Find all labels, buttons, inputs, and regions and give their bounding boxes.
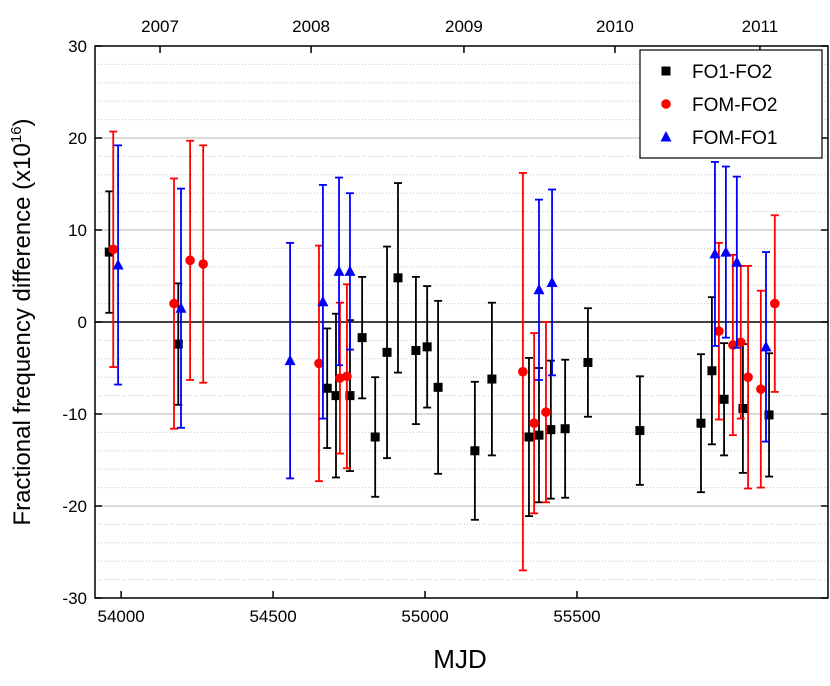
marker [393,273,403,283]
marker [333,265,345,276]
marker [169,298,179,309]
legend-marker [661,99,671,109]
marker [108,244,119,255]
marker [696,418,706,428]
marker [411,346,421,356]
y-axis-title-end: ) [9,118,36,126]
marker [470,446,480,456]
marker [175,302,187,313]
marker [707,366,717,376]
marker [560,424,570,434]
marker [546,425,556,435]
marker [370,432,380,442]
y-tick-label: 0 [78,313,87,332]
marker [342,371,352,382]
y-axis-title-sup: 16 [8,126,25,143]
marker [714,326,724,337]
marker [541,407,551,417]
marker [518,366,528,377]
legend-label: FOM-FO2 [692,95,778,116]
marker [720,246,732,257]
marker [104,247,114,257]
marker [735,337,746,348]
legend-marker [661,66,671,76]
marker [764,410,774,420]
marker [433,382,443,392]
marker [314,358,324,369]
y-tick-label: -20 [62,497,87,516]
marker [533,283,545,295]
marker [546,276,558,287]
y-tick-label: -30 [62,589,87,608]
marker [382,347,392,357]
marker [756,384,766,394]
marker [770,298,780,309]
marker [524,432,534,442]
y-tick-label: -10 [62,405,87,424]
marker [185,255,195,266]
x-tick-label: 54000 [97,607,144,626]
marker [331,391,341,401]
y-tick-label: 20 [68,129,87,148]
marker [357,333,367,343]
marker [709,247,721,259]
legend-marker [660,131,672,142]
marker [173,339,183,349]
marker [635,426,645,436]
marker [345,391,355,401]
x-axis-title: MJD [433,644,486,674]
x2-tick-label: 2009 [445,17,483,36]
marker [112,258,124,270]
marker [743,372,753,383]
marker [487,374,497,384]
x-tick-label: 55500 [553,607,600,626]
y-tick-label: 10 [68,221,87,240]
marker [731,256,743,267]
y-tick-label: 30 [68,37,87,56]
marker [317,295,329,307]
marker [344,265,356,276]
legend-label: FO1-FO2 [692,62,772,83]
x-tick-label: 54500 [249,607,296,626]
marker [322,383,332,393]
marker [534,430,544,440]
y-axis-title-text: Fractional frequency difference (x10 [9,143,36,525]
marker [529,418,539,429]
marker [738,403,748,413]
marker [583,357,593,367]
marker [760,340,772,352]
legend-label: FOM-FO1 [692,128,778,149]
x-tick-label: 55000 [401,607,448,626]
marker [198,259,208,269]
x2-tick-label: 2008 [292,17,330,36]
x2-tick-label: 2010 [596,17,634,36]
marker [719,394,729,404]
x2-tick-label: 2007 [141,17,179,36]
marker [284,354,296,366]
x2-tick-label: 2011 [742,17,779,36]
y-axis-title: Fractional frequency difference (x1016) [8,118,36,525]
marker [422,342,432,352]
